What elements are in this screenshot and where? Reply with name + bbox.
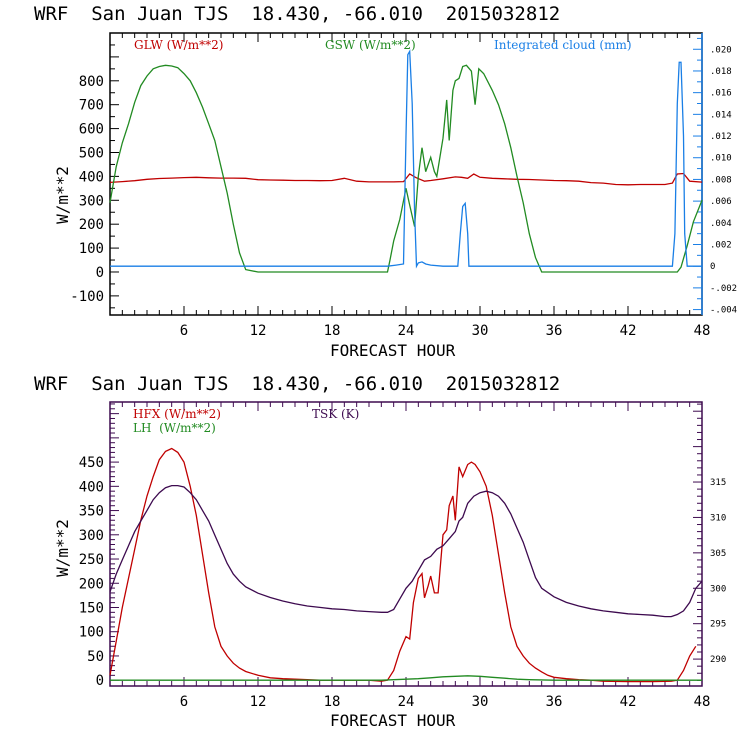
x-tick-label: 36 bbox=[546, 694, 563, 710]
bottom-xlabel: FORECAST HOUR bbox=[330, 711, 456, 730]
y-tick-label: 100 bbox=[79, 241, 104, 257]
x-tick-label: 48 bbox=[694, 323, 711, 339]
top-plot-frame bbox=[109, 32, 703, 316]
y-tick-label: 100 bbox=[79, 625, 104, 641]
y-tick-label: 200 bbox=[79, 217, 104, 233]
top-series bbox=[109, 49, 703, 273]
legend-tsk: TSK (K) bbox=[312, 407, 359, 421]
x-tick-label: 18 bbox=[324, 694, 341, 710]
x-tick-label: 42 bbox=[620, 694, 637, 710]
y2-tick-label: -.002 bbox=[710, 284, 737, 294]
x-tick-label: 36 bbox=[546, 323, 563, 339]
y2-tick-label: .016 bbox=[710, 89, 732, 99]
legend-hfx: HFX (W/m**2) bbox=[133, 407, 221, 421]
y2-tick-label: .010 bbox=[710, 154, 732, 164]
series-hfx-line bbox=[109, 447, 697, 683]
y-tick-label: 50 bbox=[87, 649, 104, 665]
y-tick-label: 600 bbox=[79, 122, 104, 138]
y-tick-label: -100 bbox=[70, 289, 104, 305]
bottom-title: WRF San Juan TJS 18.430, -66.010 2015032… bbox=[34, 373, 560, 395]
y-tick-label: 250 bbox=[79, 552, 104, 568]
bottom-series bbox=[109, 447, 703, 683]
y2-tick-label: 315 bbox=[710, 478, 726, 488]
series-glw-line bbox=[109, 172, 703, 186]
bottom-panel: WRF San Juan TJS 18.430, -66.010 2015032… bbox=[34, 373, 726, 730]
legend-lh: LH (W/m**2) bbox=[133, 421, 216, 435]
top-title: WRF San Juan TJS 18.430, -66.010 2015032… bbox=[34, 3, 560, 25]
y2-tick-label: 310 bbox=[710, 513, 726, 523]
top-panel: WRF San Juan TJS 18.430, -66.010 2015032… bbox=[34, 3, 737, 360]
y-tick-label: 300 bbox=[79, 528, 104, 544]
y-tick-label: 200 bbox=[79, 576, 104, 592]
top-xlabel: FORECAST HOUR bbox=[330, 341, 456, 360]
y2-tick-label: -.004 bbox=[710, 306, 737, 316]
y2-tick-label: .008 bbox=[710, 175, 732, 185]
y2-tick-label: 290 bbox=[710, 655, 726, 665]
y2-tick-label: 305 bbox=[710, 549, 726, 559]
y-tick-label: 800 bbox=[79, 74, 104, 90]
x-tick-label: 24 bbox=[398, 694, 415, 710]
top-ylabel: W/m**2 bbox=[53, 166, 72, 224]
x-tick-label: 18 bbox=[324, 323, 341, 339]
x-tick-label: 24 bbox=[398, 323, 415, 339]
x-tick-label: 30 bbox=[472, 323, 489, 339]
x-tick-label: 48 bbox=[694, 694, 711, 710]
legend-gsw: GSW (W/m**2) bbox=[325, 38, 416, 52]
y2-tick-label: .012 bbox=[710, 132, 732, 142]
series-integrated-line bbox=[110, 49, 702, 269]
bottom-plot-frame bbox=[109, 401, 703, 687]
legend-glw: GLW (W/m**2) bbox=[134, 38, 223, 52]
bottom-ylabel: W/m**2 bbox=[53, 519, 72, 577]
series-tsk-line bbox=[109, 484, 703, 618]
y-tick-label: 300 bbox=[79, 193, 104, 209]
y-tick-label: 450 bbox=[79, 455, 104, 471]
top-ticks: 6 12 18 24 30 36 42 48 -100 0 100 200 300 400 500 600 70… bbox=[70, 33, 737, 339]
y-tick-label: 400 bbox=[79, 169, 104, 185]
bottom-ticks: 6 12 18 24 30 36 42 48 0 50 100 150 200 250 300 350 400 4… bbox=[79, 402, 726, 710]
y2-tick-label: 295 bbox=[710, 620, 726, 630]
y-tick-label: 0 bbox=[96, 673, 104, 689]
series-gsw-line bbox=[109, 64, 703, 273]
x-tick-label: 42 bbox=[620, 323, 637, 339]
y2-tick-label: .004 bbox=[710, 219, 732, 229]
x-tick-label: 12 bbox=[250, 694, 267, 710]
x-tick-label: 6 bbox=[180, 323, 188, 339]
y2-tick-label: .006 bbox=[710, 197, 732, 207]
y2-tick-label: .002 bbox=[710, 241, 732, 251]
y2-tick-label: 0 bbox=[710, 262, 715, 272]
y2-tick-label: 300 bbox=[710, 584, 726, 594]
y-tick-label: 500 bbox=[79, 145, 104, 161]
y2-tick-label: .014 bbox=[710, 110, 732, 120]
series-lh-line bbox=[110, 675, 702, 681]
y-tick-label: 150 bbox=[79, 600, 104, 616]
y2-tick-label: .018 bbox=[710, 67, 732, 77]
x-tick-label: 12 bbox=[250, 323, 267, 339]
y-tick-label: 700 bbox=[79, 98, 104, 114]
y-tick-label: 350 bbox=[79, 504, 104, 520]
x-tick-label: 6 bbox=[180, 694, 188, 710]
y2-tick-label: .020 bbox=[710, 45, 732, 55]
x-tick-label: 30 bbox=[472, 694, 489, 710]
y-tick-label: 400 bbox=[79, 479, 104, 495]
y-tick-label: 0 bbox=[96, 265, 104, 281]
legend-integrated-cloud: Integrated cloud (mm) bbox=[494, 38, 632, 52]
